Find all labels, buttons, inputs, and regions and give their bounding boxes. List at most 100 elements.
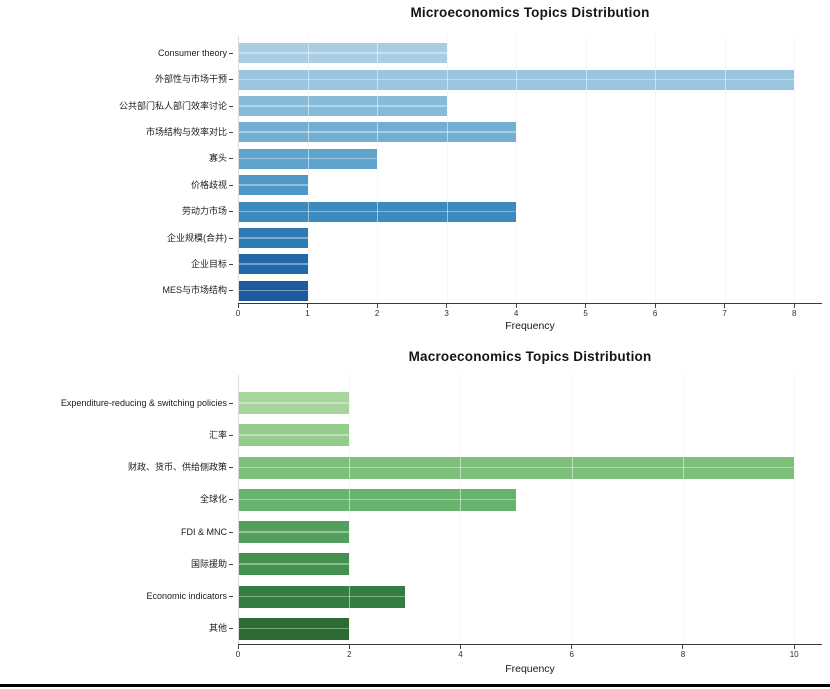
x-axis-label: Frequency xyxy=(505,663,555,675)
x-tick-mark xyxy=(348,645,350,649)
y-tick-mark xyxy=(229,79,233,81)
y-tick-label: 劳动力市场 xyxy=(181,206,227,217)
bar-rows: Expenditure-reducing & switching policie… xyxy=(0,375,822,645)
x-tick-mark xyxy=(237,645,239,649)
y-tick-label: 财政、货币、供给侧政策 xyxy=(127,462,227,473)
x-tick-label: 1 xyxy=(305,309,310,318)
bar-row: 全球化 xyxy=(0,484,822,516)
bar-row: 企业规模(合并) xyxy=(0,225,822,251)
bar-gridline-highlight xyxy=(238,78,795,81)
x-axis-line xyxy=(238,303,822,304)
x-tick-label: 2 xyxy=(347,650,352,659)
bar-row: MES与市场结构 xyxy=(0,278,822,304)
plot-area: Consumer theory 外部性与市场干预 公共部门私人部门效率讨论 市场结构与… xyxy=(119,36,822,304)
bar xyxy=(238,521,350,544)
y-tick-mark xyxy=(229,290,233,292)
bar-row: 汇率 xyxy=(0,419,822,451)
y-tick-mark xyxy=(229,211,233,213)
bar-row: 价格歧视 xyxy=(0,172,822,198)
bar xyxy=(238,456,795,479)
bar-track xyxy=(238,172,822,198)
x-tick-label: 2 xyxy=(374,309,380,318)
bar-gridline-highlight xyxy=(238,402,350,404)
x-tick-mark xyxy=(307,304,309,308)
x-tick-mark xyxy=(793,304,795,308)
y-tick-label: 价格歧视 xyxy=(190,179,227,190)
x-tick-label: 4 xyxy=(513,309,519,318)
x-axis-label: Frequency xyxy=(505,320,555,332)
bar-row: Economic indicators xyxy=(0,581,822,613)
y-tick-label: 国际援助 xyxy=(190,558,227,569)
y-tick-label: 其他 xyxy=(208,623,227,634)
bar-track xyxy=(238,613,822,645)
x-tick-mark xyxy=(571,645,573,649)
bar-track xyxy=(238,119,822,145)
bar xyxy=(238,201,517,222)
bar-gridline-highlight xyxy=(238,131,517,133)
bar-gridline-highlight xyxy=(238,627,350,630)
bar-track xyxy=(238,146,822,172)
y-tick-mark xyxy=(229,237,233,239)
bar xyxy=(238,254,308,275)
x-tick-label: 6 xyxy=(652,309,658,318)
bar-track xyxy=(238,484,822,516)
bar xyxy=(238,148,378,169)
y-axis-line xyxy=(238,375,239,645)
x-tick-label: 5 xyxy=(583,309,588,318)
bar-gridline-highlight xyxy=(238,595,405,598)
bar-row: 公共部门私人部门效率讨论 xyxy=(0,93,822,119)
y-tick-mark xyxy=(229,467,233,469)
y-tick-mark xyxy=(229,131,233,133)
x-tick-label: 8 xyxy=(680,650,686,659)
y-axis-line xyxy=(238,36,239,304)
bar-gridline-highlight xyxy=(238,289,308,292)
bar-gridline-highlight xyxy=(238,531,350,533)
x-tick-label: 0 xyxy=(235,309,241,318)
bar-gridline-highlight xyxy=(238,184,308,186)
bar-track xyxy=(238,198,822,224)
bar-rows: Consumer theory 外部性与市场干预 公共部门私人部门效率讨论 市场结构与… xyxy=(0,36,822,304)
bar xyxy=(238,488,517,511)
bar-track xyxy=(238,581,822,613)
y-tick-mark xyxy=(229,563,233,565)
y-tick-label: Economic indicators xyxy=(146,591,227,602)
bottom-border xyxy=(0,684,830,687)
x-tick-label: 6 xyxy=(569,650,574,659)
y-tick-label: Consumer theory xyxy=(157,47,227,58)
y-tick-mark xyxy=(229,402,233,404)
bar-gridline-highlight xyxy=(238,498,517,501)
y-tick-mark xyxy=(229,434,233,436)
bar-track xyxy=(238,419,822,451)
chart-title: Macroeconomics Topics Distribution xyxy=(408,349,652,364)
bar xyxy=(238,392,350,415)
x-tick-mark xyxy=(459,645,461,649)
bar-row: 劳动力市场 xyxy=(0,198,822,224)
y-tick-label: 汇率 xyxy=(208,429,227,440)
bar-gridline-highlight xyxy=(238,263,308,265)
bar-row: 国际援助 xyxy=(0,548,822,580)
bar-gridline-highlight xyxy=(238,434,350,436)
x-tick-mark xyxy=(724,304,726,308)
y-tick-mark xyxy=(229,52,233,54)
bar-gridline-highlight xyxy=(238,105,447,107)
bar-row: 其他 xyxy=(0,613,822,645)
y-tick-mark xyxy=(229,628,233,630)
bar-track xyxy=(238,40,822,66)
x-tick-mark xyxy=(237,304,239,308)
x-tick-mark xyxy=(654,304,656,308)
bar-track xyxy=(238,452,822,484)
y-tick-mark xyxy=(229,158,233,160)
x-tick-label: 4 xyxy=(458,650,463,659)
x-tick-mark xyxy=(585,304,587,308)
bar-gridline-highlight xyxy=(238,466,795,469)
bar xyxy=(238,585,405,608)
bar-gridline-highlight xyxy=(238,52,447,54)
bar xyxy=(238,228,308,249)
bar-gridline-highlight xyxy=(238,563,350,565)
bar xyxy=(238,43,447,64)
bar xyxy=(238,69,795,90)
x-tick-label: 3 xyxy=(444,309,449,318)
x-tick-label: 0 xyxy=(235,650,241,659)
bar xyxy=(238,122,517,143)
